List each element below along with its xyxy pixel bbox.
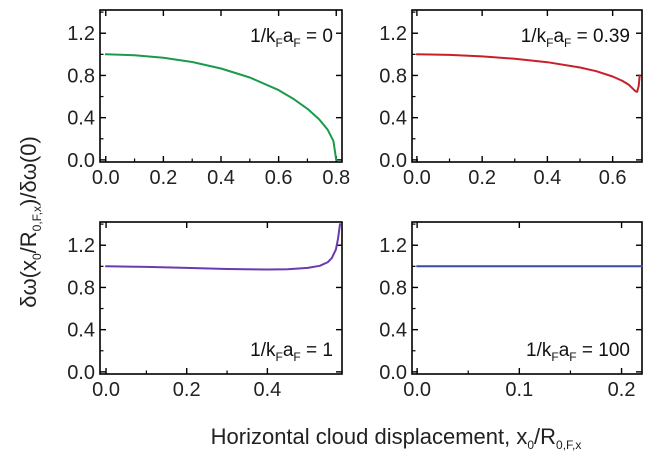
y-tick-label: 0.0	[379, 150, 407, 172]
x-tick-label: 0.4	[207, 167, 235, 189]
y-axis-title: δω(x0/R0,F,x)/δω(0)	[16, 136, 44, 308]
x-tick-label: 0.0	[403, 167, 431, 189]
y-tick-label: 0.0	[67, 150, 95, 172]
plot-frame	[99, 221, 343, 375]
y-tick-label: 0.4	[379, 108, 407, 130]
y-tick-label: 0.8	[67, 277, 95, 299]
panel-annotation: 1/kFaF = 1	[250, 340, 333, 364]
y-tick-label: 0.4	[67, 320, 95, 342]
x-axis-title: Horizontal cloud displacement, x0/R0,F,x	[211, 424, 582, 452]
x-tick-label: 0.0	[92, 167, 120, 189]
x-tick-label: 0.2	[468, 167, 496, 189]
y-tick-label: 0.4	[67, 108, 95, 130]
y-tick-label: 1.2	[379, 235, 407, 257]
plot-frame	[411, 221, 643, 375]
panel-bottom-left: 0.0 0.2 0.4 0.0 0.4 0.8 1.2 1/kFaF = 1	[67, 221, 343, 401]
y-tick-label: 1.2	[379, 23, 407, 45]
y-tick-label: 0.0	[379, 362, 407, 384]
panel-annotation: 1/kFaF = 0	[250, 26, 333, 50]
x-tick-label: 0.6	[265, 167, 293, 189]
x-tick-label: 0.4	[533, 167, 561, 189]
x-tick-label: 0.0	[92, 379, 120, 401]
panel-top-right: 0.0 0.2 0.4 0.6 0.0 0.4 0.8 1.2 1/kFaF = 0.39	[379, 9, 643, 189]
x-tick-label: 0.8	[322, 167, 350, 189]
panel-annotation: 1/kFaF = 0.39	[521, 26, 630, 50]
y-tick-label: 0.4	[379, 320, 407, 342]
series-line	[104, 53, 338, 161]
x-tick-label: 0.2	[608, 379, 636, 401]
y-tick-label: 0.8	[379, 65, 407, 87]
x-tick-label: 0.2	[149, 167, 177, 189]
x-tick-label: 0.2	[173, 379, 201, 401]
panel-bottom-right: 0.0 0.1 0.2 0.0 0.4 0.8 1.2 1/kFaF = 100	[379, 221, 643, 401]
series-line	[415, 53, 641, 93]
panel-top-left: 0.0 0.2 0.4 0.6 0.8 0.0 0.4 0.8 1.2 1/kFaF = 0	[67, 9, 350, 189]
x-tick-label: 0.1	[505, 379, 533, 401]
x-tick-label: 0.0	[403, 379, 431, 401]
y-tick-label: 0.8	[67, 65, 95, 87]
y-tick-label: 0.0	[67, 362, 95, 384]
x-tick-label: 0.4	[253, 379, 281, 401]
y-tick-label: 0.8	[379, 277, 407, 299]
y-tick-label: 1.2	[67, 23, 95, 45]
plot-frame	[411, 9, 643, 163]
y-tick-label: 1.2	[67, 235, 95, 257]
panel-annotation: 1/kFaF = 100	[526, 340, 630, 364]
series-line	[105, 223, 341, 271]
x-tick-label: 0.6	[599, 167, 627, 189]
